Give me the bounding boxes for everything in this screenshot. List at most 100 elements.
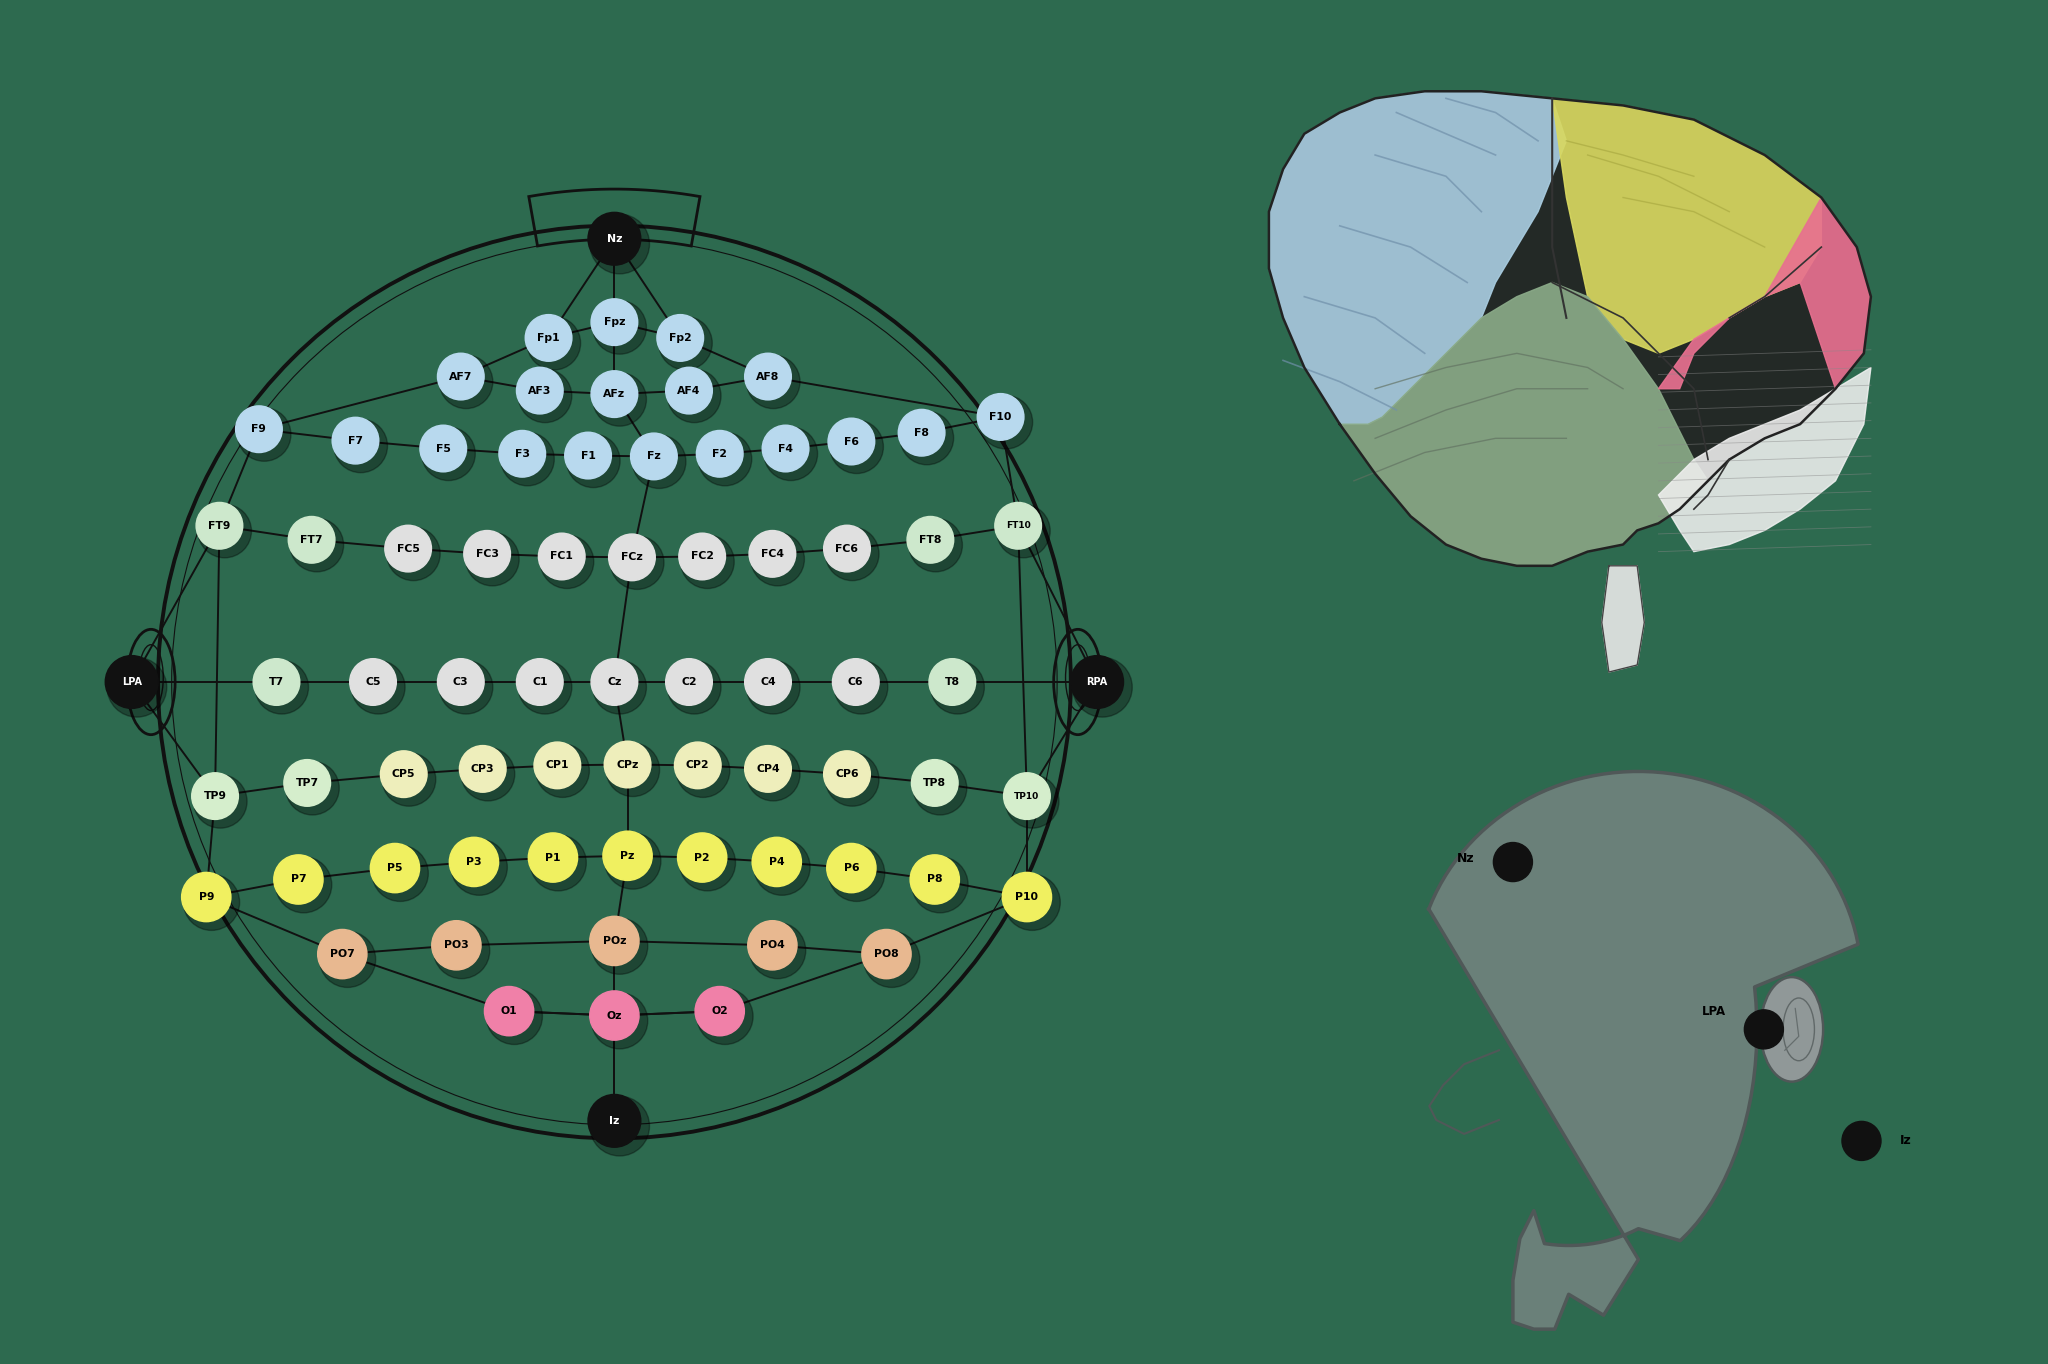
Circle shape bbox=[696, 431, 743, 477]
Text: CP4: CP4 bbox=[756, 764, 780, 773]
Circle shape bbox=[608, 535, 655, 581]
Text: Fz: Fz bbox=[647, 451, 662, 461]
Circle shape bbox=[602, 831, 651, 880]
Circle shape bbox=[420, 426, 467, 472]
Text: PO8: PO8 bbox=[874, 949, 899, 959]
Circle shape bbox=[825, 753, 879, 806]
Polygon shape bbox=[1552, 98, 1821, 353]
Circle shape bbox=[434, 922, 489, 978]
Circle shape bbox=[438, 659, 483, 705]
Circle shape bbox=[461, 747, 514, 801]
Circle shape bbox=[438, 353, 483, 400]
Text: F4: F4 bbox=[778, 443, 793, 453]
Circle shape bbox=[752, 532, 805, 587]
Circle shape bbox=[500, 432, 555, 486]
Text: Fp1: Fp1 bbox=[537, 333, 559, 342]
Circle shape bbox=[530, 835, 586, 891]
Ellipse shape bbox=[1761, 977, 1823, 1082]
Text: CPz: CPz bbox=[616, 760, 639, 769]
Text: Nz: Nz bbox=[1456, 852, 1475, 865]
Circle shape bbox=[911, 857, 969, 913]
Text: FT10: FT10 bbox=[1006, 521, 1030, 531]
Circle shape bbox=[317, 929, 367, 978]
Circle shape bbox=[823, 752, 870, 798]
Text: Fp2: Fp2 bbox=[670, 333, 692, 342]
Text: FC3: FC3 bbox=[475, 548, 498, 559]
Circle shape bbox=[592, 993, 647, 1049]
Circle shape bbox=[829, 420, 883, 473]
Circle shape bbox=[750, 922, 805, 978]
Circle shape bbox=[594, 660, 647, 713]
Circle shape bbox=[590, 992, 639, 1041]
Polygon shape bbox=[1602, 566, 1645, 672]
Text: TP9: TP9 bbox=[203, 791, 227, 801]
Text: CP3: CP3 bbox=[471, 764, 494, 773]
Circle shape bbox=[752, 837, 801, 887]
Text: P5: P5 bbox=[387, 863, 403, 873]
Text: P10: P10 bbox=[1016, 892, 1038, 902]
Circle shape bbox=[592, 371, 637, 417]
Text: PO7: PO7 bbox=[330, 949, 354, 959]
Text: Pz: Pz bbox=[621, 851, 635, 861]
Circle shape bbox=[535, 742, 582, 788]
Circle shape bbox=[291, 518, 344, 572]
Circle shape bbox=[1841, 1121, 1880, 1161]
Circle shape bbox=[518, 370, 571, 423]
Text: F10: F10 bbox=[989, 412, 1012, 421]
Circle shape bbox=[594, 300, 647, 355]
Circle shape bbox=[1745, 1009, 1784, 1049]
Circle shape bbox=[909, 518, 963, 572]
Circle shape bbox=[604, 741, 651, 788]
Circle shape bbox=[827, 843, 877, 892]
Circle shape bbox=[588, 1094, 641, 1147]
Text: TP10: TP10 bbox=[1014, 791, 1040, 801]
Circle shape bbox=[1006, 775, 1059, 828]
Circle shape bbox=[930, 659, 975, 705]
Circle shape bbox=[631, 434, 678, 480]
Circle shape bbox=[659, 316, 713, 370]
Circle shape bbox=[381, 752, 426, 798]
Text: P9: P9 bbox=[199, 892, 213, 902]
Circle shape bbox=[422, 427, 475, 480]
Text: RPA: RPA bbox=[1087, 677, 1108, 687]
Circle shape bbox=[289, 517, 334, 563]
Text: AF4: AF4 bbox=[678, 386, 700, 396]
Circle shape bbox=[762, 426, 809, 472]
Circle shape bbox=[440, 355, 494, 409]
Text: Cz: Cz bbox=[606, 677, 623, 687]
Text: CP6: CP6 bbox=[836, 769, 858, 779]
Text: CP1: CP1 bbox=[545, 760, 569, 771]
Circle shape bbox=[526, 316, 582, 370]
Circle shape bbox=[590, 214, 649, 274]
Circle shape bbox=[1004, 773, 1051, 820]
Text: PO4: PO4 bbox=[760, 940, 784, 951]
Polygon shape bbox=[1270, 91, 1567, 424]
Circle shape bbox=[930, 660, 985, 713]
Polygon shape bbox=[1659, 367, 1872, 551]
Text: C6: C6 bbox=[848, 677, 864, 687]
Text: O2: O2 bbox=[711, 1007, 729, 1016]
Circle shape bbox=[676, 743, 729, 798]
Text: C2: C2 bbox=[682, 677, 696, 687]
Circle shape bbox=[236, 406, 283, 453]
Text: F6: F6 bbox=[844, 436, 858, 446]
Circle shape bbox=[387, 527, 440, 581]
Circle shape bbox=[285, 760, 330, 806]
Text: P8: P8 bbox=[928, 874, 942, 884]
Circle shape bbox=[485, 989, 543, 1045]
Circle shape bbox=[680, 535, 733, 588]
Text: P3: P3 bbox=[467, 857, 481, 868]
Circle shape bbox=[1004, 874, 1061, 930]
Text: P2: P2 bbox=[694, 852, 711, 862]
Text: T8: T8 bbox=[944, 677, 961, 687]
Circle shape bbox=[827, 419, 874, 465]
Text: F3: F3 bbox=[514, 449, 530, 458]
Circle shape bbox=[104, 656, 158, 708]
Text: CP5: CP5 bbox=[391, 769, 416, 779]
Text: POz: POz bbox=[602, 936, 627, 945]
Circle shape bbox=[825, 527, 879, 581]
Circle shape bbox=[565, 432, 610, 479]
Circle shape bbox=[465, 532, 520, 587]
Circle shape bbox=[745, 746, 791, 792]
Circle shape bbox=[256, 660, 309, 713]
